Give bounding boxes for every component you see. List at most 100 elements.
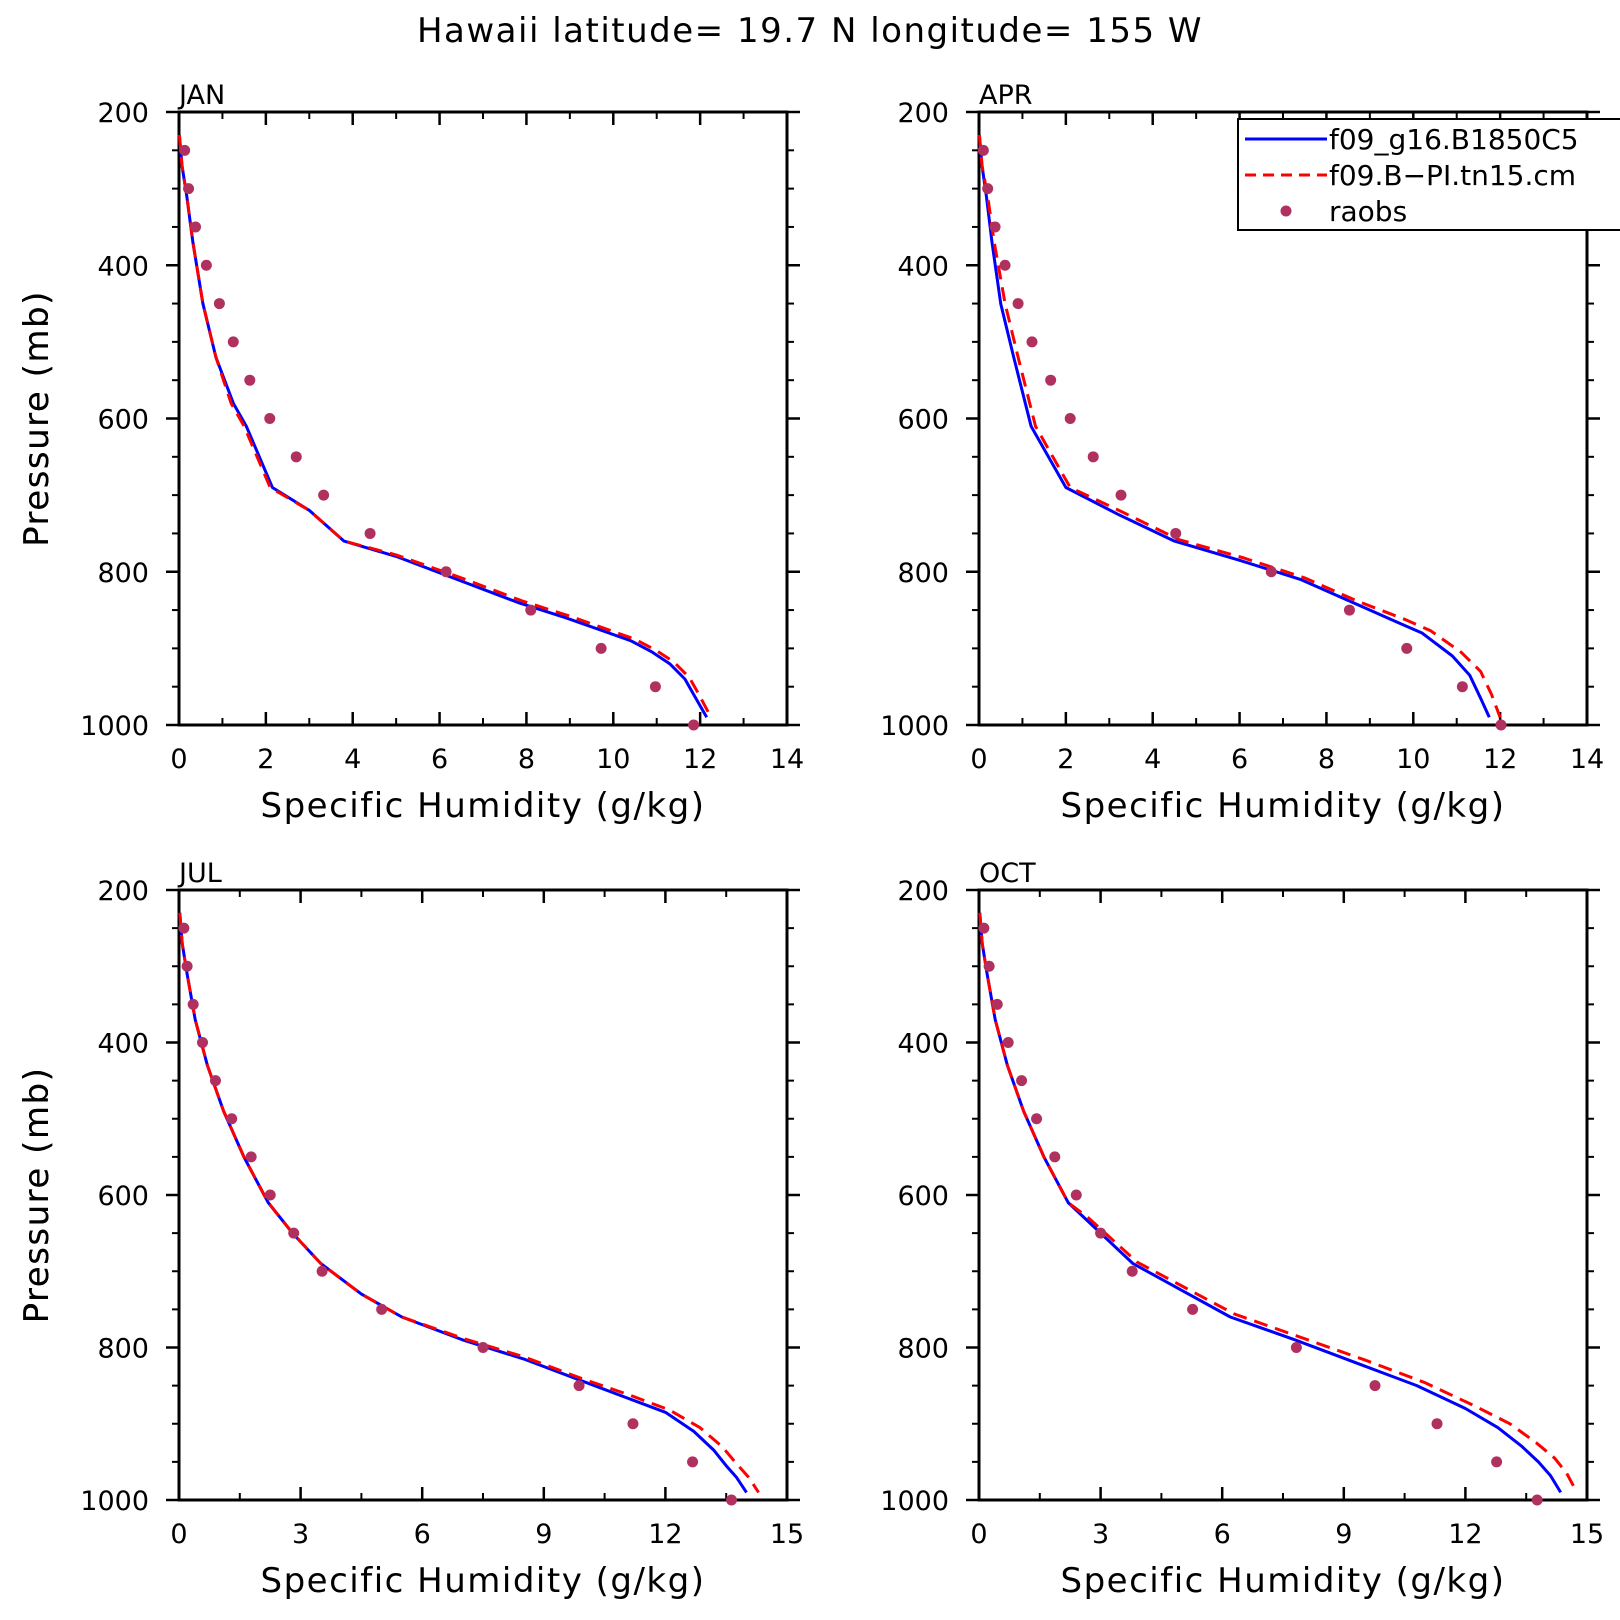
x-tick-label: 4: [344, 744, 361, 775]
raobs-point: [1491, 1456, 1503, 1468]
raobs-point: [227, 336, 239, 348]
x-tick-label: 14: [770, 744, 804, 775]
raobs-point: [1126, 1265, 1138, 1277]
raobs-point: [978, 922, 990, 934]
raobs-point: [1401, 642, 1413, 654]
raobs-point: [187, 998, 199, 1010]
x-tick-label: 9: [535, 1519, 552, 1550]
axes-frame: [977, 888, 1589, 1502]
series-line-dashed: [978, 912, 1579, 1494]
x-tick-label: 9: [1335, 1519, 1352, 1550]
x-tick-label: 0: [970, 1519, 987, 1550]
x-tick-label: 0: [170, 744, 187, 775]
y-axis-label: Pressure (mb): [17, 290, 57, 547]
x-tick-label: 12: [1448, 1519, 1482, 1550]
x-tick-label: 6: [1231, 744, 1248, 775]
series-line-solid: [978, 912, 1562, 1494]
raobs-point: [982, 183, 994, 195]
raobs-point: [213, 298, 225, 310]
x-axis-label: Specific Humidity (g/kg): [261, 786, 706, 826]
raobs-point: [1045, 374, 1057, 386]
y-tick-label: 1000: [880, 1486, 949, 1517]
x-tick-label: 2: [257, 744, 274, 775]
raobs-point: [1343, 604, 1355, 616]
x-tick-label: 3: [1092, 1519, 1109, 1550]
y-tick-label: 800: [897, 558, 949, 589]
x-tick-label: 12: [683, 744, 717, 775]
y-tick-label: 800: [97, 558, 149, 589]
x-tick-label: 10: [596, 744, 630, 775]
panel-title: OCT: [979, 858, 1036, 889]
x-tick-label: 15: [770, 1519, 804, 1550]
y-tick-label: 600: [897, 405, 949, 436]
raobs-point: [1012, 298, 1024, 310]
raobs-point: [688, 719, 700, 731]
raobs-point: [983, 960, 995, 972]
x-tick-label: 8: [1318, 744, 1335, 775]
y-tick-label: 1000: [80, 711, 149, 742]
raobs-point: [316, 1265, 328, 1277]
x-tick-label: 14: [1570, 744, 1604, 775]
series-line-solid: [977, 134, 1491, 718]
y-tick-label: 400: [897, 251, 949, 282]
raobs-point: [190, 221, 202, 233]
series-line-dashed: [178, 912, 760, 1494]
raobs-point: [1031, 1113, 1043, 1125]
legend-label: f09.B−PI.tn15.cm: [1329, 159, 1576, 192]
raobs-point: [1495, 719, 1507, 731]
raobs-point: [1431, 1418, 1443, 1430]
y-tick-label: 1000: [80, 1486, 149, 1517]
raobs-point: [595, 642, 607, 654]
y-tick-label: 200: [97, 876, 149, 907]
x-tick-label: 8: [518, 744, 535, 775]
y-axis-label: Pressure (mb): [17, 1067, 57, 1324]
raobs-point: [525, 604, 537, 616]
x-tick-label: 3: [292, 1519, 309, 1550]
x-axis-label: Specific Humidity (g/kg): [261, 1561, 706, 1601]
x-tick-label: 6: [1214, 1519, 1231, 1550]
raobs-point: [1531, 1494, 1543, 1506]
y-tick-label: 600: [897, 1181, 949, 1212]
raobs-point: [200, 259, 212, 271]
raobs-point: [999, 259, 1011, 271]
x-tick-label: 0: [970, 744, 987, 775]
raobs-point: [1456, 681, 1468, 693]
raobs-point: [1265, 566, 1277, 578]
panel-title: APR: [979, 80, 1033, 111]
panel-title: JUL: [177, 858, 222, 889]
raobs-point: [725, 1494, 737, 1506]
panel-jan: JAN 0 2 4 6 8 10 12 14 200 400 600 800 1000 Specific H…: [17, 80, 804, 826]
x-tick-label: 12: [648, 1519, 682, 1550]
raobs-point: [376, 1303, 388, 1315]
x-tick-label: 10: [1396, 744, 1430, 775]
raobs-point: [649, 681, 661, 693]
x-tick-label: 12: [1483, 744, 1517, 775]
raobs-point: [1002, 1037, 1014, 1048]
series-line-dashed: [177, 134, 713, 719]
panel-jul: JUL 0 3 6 9 12 15 200 400 600 800 1000 Specific Humi…: [17, 858, 804, 1601]
y-axis-label: Pressure (mb): [17, 1067, 57, 1324]
raobs-point: [1070, 1189, 1082, 1201]
raobs-point: [1187, 1303, 1199, 1315]
raobs-point: [244, 374, 256, 386]
y-tick-label: 800: [897, 1334, 949, 1365]
x-tick-label: 4: [1144, 744, 1161, 775]
x-tick-label: 0: [170, 1519, 187, 1550]
raobs-point: [477, 1342, 489, 1353]
raobs-point: [288, 1227, 300, 1239]
raobs-point: [226, 1113, 238, 1125]
y-tick-label: 200: [897, 98, 949, 129]
raobs-point: [1369, 1380, 1381, 1392]
series-line-solid: [177, 134, 709, 719]
y-tick-label: 200: [897, 876, 949, 907]
x-tick-label: 6: [431, 744, 448, 775]
raobs-point: [687, 1456, 699, 1468]
raobs-point: [1087, 451, 1099, 463]
raobs-point: [1170, 527, 1182, 539]
figure-title: Hawaii latitude= 19.7 N longitude= 155 W: [417, 11, 1203, 51]
raobs-point: [1115, 489, 1127, 501]
raobs-point: [290, 451, 302, 463]
x-axis-label: Specific Humidity (g/kg): [1061, 1561, 1506, 1601]
